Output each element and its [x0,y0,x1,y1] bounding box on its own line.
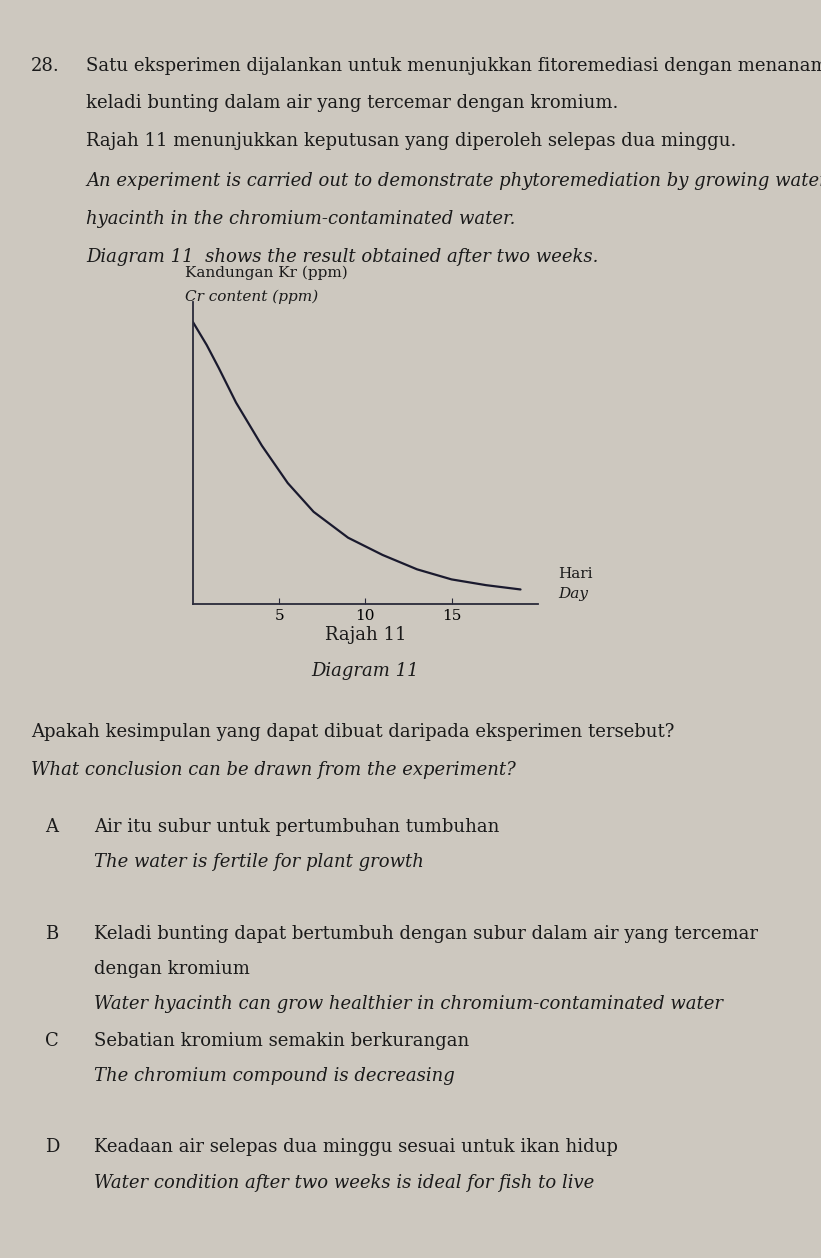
Text: C: C [45,1032,59,1049]
Text: Cr content (ppm): Cr content (ppm) [185,289,318,303]
Text: Water condition after two weeks is ideal for fish to live: Water condition after two weeks is ideal… [94,1174,594,1191]
Text: Diagram 11: Diagram 11 [311,662,420,679]
Text: Air itu subur untuk pertumbuhan tumbuhan: Air itu subur untuk pertumbuhan tumbuhan [94,818,500,835]
Text: What conclusion can be drawn from the experiment?: What conclusion can be drawn from the ex… [31,761,516,779]
Text: Sebatian kromium semakin berkurangan: Sebatian kromium semakin berkurangan [94,1032,470,1049]
Text: A: A [45,818,58,835]
Text: The water is fertile for plant growth: The water is fertile for plant growth [94,853,424,871]
Text: Rajah 11: Rajah 11 [324,626,406,644]
Text: Diagram 11  shows the result obtained after two weeks.: Diagram 11 shows the result obtained aft… [86,248,599,265]
Text: D: D [45,1138,60,1156]
Text: dengan kromium: dengan kromium [94,960,250,977]
Text: Satu eksperimen dijalankan untuk menunjukkan fitoremediasi dengan menanam: Satu eksperimen dijalankan untuk menunju… [86,57,821,74]
Text: keladi bunting dalam air yang tercemar dengan kromium.: keladi bunting dalam air yang tercemar d… [86,94,618,112]
Text: hyacinth in the chromium-contaminated water.: hyacinth in the chromium-contaminated wa… [86,210,516,228]
Text: B: B [45,925,58,942]
Text: Keadaan air selepas dua minggu sesuai untuk ikan hidup: Keadaan air selepas dua minggu sesuai un… [94,1138,618,1156]
Text: Hari: Hari [558,566,593,581]
Text: The chromium compound is decreasing: The chromium compound is decreasing [94,1067,455,1084]
Text: Rajah 11 menunjukkan keputusan yang diperoleh selepas dua minggu.: Rajah 11 menunjukkan keputusan yang dipe… [86,132,736,150]
Text: Kandungan Kr (ppm): Kandungan Kr (ppm) [185,265,347,279]
Text: Day: Day [558,586,589,601]
Text: Apakah kesimpulan yang dapat dibuat daripada eksperimen tersebut?: Apakah kesimpulan yang dapat dibuat dari… [31,723,675,741]
Text: 28.: 28. [31,57,60,74]
Text: Water hyacinth can grow healthier in chromium-contaminated water: Water hyacinth can grow healthier in chr… [94,995,723,1013]
Text: Keladi bunting dapat bertumbuh dengan subur dalam air yang tercemar: Keladi bunting dapat bertumbuh dengan su… [94,925,759,942]
Text: An experiment is carried out to demonstrate phytoremediation by growing water: An experiment is carried out to demonstr… [86,172,821,190]
